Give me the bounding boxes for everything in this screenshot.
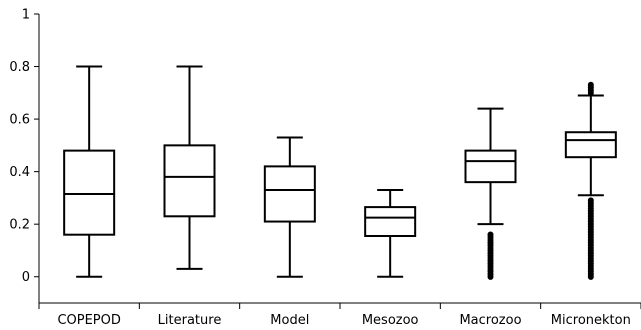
iqr-box	[163, 144, 216, 218]
axes-layer	[38, 14, 641, 304]
box-group-literature	[163, 65, 216, 270]
iqr-box	[364, 206, 417, 238]
iqr-box	[564, 131, 617, 159]
box-group-macrozoo	[464, 107, 517, 280]
outlier-point	[487, 231, 494, 238]
box-group-mesozoo	[364, 189, 417, 278]
box-group-copepod	[63, 65, 116, 278]
x-category-label: Micronekton	[551, 313, 631, 328]
iqr-box	[464, 149, 517, 184]
ticks-layer: 0 0.2 0.4 0.6 0.8 1 COPEPOD Literature Model Meso…	[9, 8, 641, 328]
boxes-layer	[63, 65, 617, 280]
iqr-box	[63, 149, 116, 236]
y-tick-label: 0	[22, 270, 30, 285]
x-category-label: Model	[270, 313, 309, 328]
x-category-label: COPEPOD	[57, 313, 120, 328]
iqr-box	[263, 165, 316, 223]
outlier-point	[587, 81, 594, 89]
x-category-label: Macrozoo	[459, 313, 521, 328]
y-tick-label: 0.4	[9, 165, 30, 180]
y-tick-label: 0.6	[9, 113, 30, 128]
box-group-model	[263, 136, 316, 278]
x-category-label: Literature	[158, 313, 222, 328]
box-group-micronekton	[564, 81, 617, 280]
y-tick-label: 0.8	[9, 60, 30, 75]
x-category-label: Mesozoo	[362, 313, 419, 328]
outlier-point	[587, 197, 594, 204]
y-tick-label: 0.2	[9, 218, 30, 233]
y-tick-label: 1	[22, 8, 30, 23]
